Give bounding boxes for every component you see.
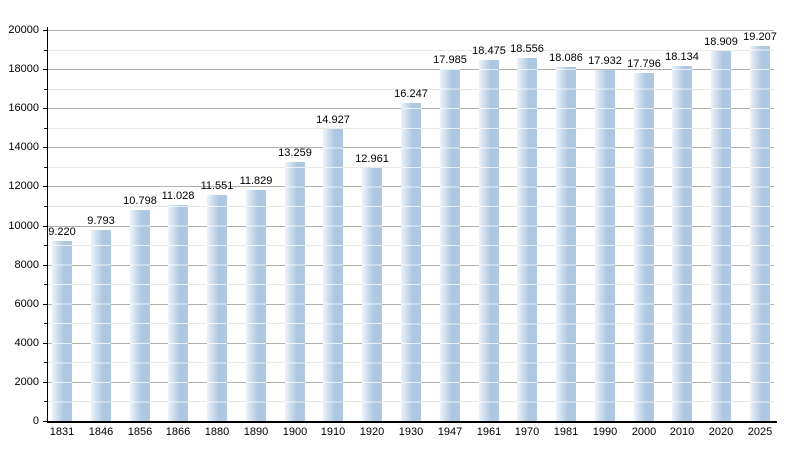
y-axis-tick bbox=[44, 128, 48, 129]
bar-value-label: 12.961 bbox=[355, 153, 389, 165]
bar-1910 bbox=[323, 129, 343, 421]
y-axis-tick bbox=[44, 323, 48, 324]
bar-2020 bbox=[711, 51, 731, 421]
plot-area: 9.220 1831 9.793 1846 10.798 1856 11.028 1866 11… bbox=[48, 30, 777, 438]
bar-2010 bbox=[672, 66, 692, 421]
bar-1866 bbox=[168, 205, 188, 421]
y-axis-label: 4000 bbox=[14, 337, 39, 349]
x-axis-label-1947: 1947 bbox=[437, 426, 463, 438]
bar-2000 bbox=[634, 73, 654, 421]
bar-1930 bbox=[401, 103, 421, 421]
y-axis-tick bbox=[43, 421, 48, 422]
bar-value-label: 18.475 bbox=[472, 45, 506, 57]
bar-1961 bbox=[479, 60, 499, 421]
bar-2025 bbox=[750, 46, 770, 421]
y-axis-line bbox=[47, 27, 48, 422]
y-axis-label: 16000 bbox=[8, 102, 39, 114]
y-axis-tick bbox=[43, 304, 48, 305]
bar-value-label: 16.247 bbox=[394, 88, 428, 100]
y-axis-tick bbox=[43, 226, 48, 227]
x-axis-label-2010: 2010 bbox=[669, 426, 695, 438]
bar-1990 bbox=[595, 70, 615, 421]
y-axis-label: 10000 bbox=[8, 220, 39, 232]
y-axis-tick bbox=[43, 147, 48, 148]
y-axis-label: 2000 bbox=[14, 376, 39, 388]
y-axis-tick bbox=[44, 89, 48, 90]
x-axis-label-1856: 1856 bbox=[127, 426, 153, 438]
bar-value-label: 14.927 bbox=[316, 114, 350, 126]
x-axis-label-1961: 1961 bbox=[476, 426, 502, 438]
y-gridline-major bbox=[48, 30, 774, 31]
y-axis-tick bbox=[44, 206, 48, 207]
x-axis-label-1990: 1990 bbox=[592, 426, 618, 438]
bar-value-label: 13.259 bbox=[278, 147, 312, 159]
x-axis-label-1846: 1846 bbox=[88, 426, 114, 438]
x-axis-label-1981: 1981 bbox=[553, 426, 579, 438]
bar-value-label: 9.793 bbox=[87, 215, 115, 227]
bar-value-label: 10.798 bbox=[123, 195, 157, 207]
bar-value-label: 9.220 bbox=[48, 226, 76, 238]
y-axis-label: 12000 bbox=[8, 180, 39, 192]
y-axis-tick bbox=[43, 69, 48, 70]
y-axis-tick bbox=[43, 108, 48, 109]
bar-value-label: 11.028 bbox=[161, 190, 195, 202]
x-axis-label-2020: 2020 bbox=[708, 426, 734, 438]
y-axis-label: 18000 bbox=[8, 63, 39, 75]
y-axis-tick bbox=[44, 167, 48, 168]
bar-1846 bbox=[91, 230, 111, 421]
bar-1890 bbox=[246, 190, 266, 421]
y-axis-tick bbox=[44, 401, 48, 402]
bar-value-label: 17.796 bbox=[627, 58, 661, 70]
y-axis-tick bbox=[43, 265, 48, 266]
bar-1831 bbox=[52, 241, 72, 421]
x-axis-label-1880: 1880 bbox=[204, 426, 230, 438]
y-axis: 0 2000 4000 6000 8000 10000 12000 14000 16000 180… bbox=[0, 24, 48, 427]
y-axis-tick bbox=[44, 362, 48, 363]
x-axis-label-2000: 2000 bbox=[631, 426, 657, 438]
bar-value-label: 18.086 bbox=[549, 52, 583, 64]
bar-value-label: 18.909 bbox=[704, 36, 738, 48]
bar-value-label: 18.134 bbox=[665, 51, 699, 63]
bar-value-label: 11.551 bbox=[200, 180, 234, 192]
bar-1856 bbox=[130, 210, 150, 421]
bar-1947 bbox=[440, 69, 460, 421]
bar-1920 bbox=[362, 168, 382, 421]
y-axis-label: 14000 bbox=[8, 141, 39, 153]
x-axis-label-1920: 1920 bbox=[359, 426, 385, 438]
y-axis-label: 0 bbox=[32, 415, 39, 427]
x-axis-label-1930: 1930 bbox=[398, 426, 424, 438]
y-axis-label: 6000 bbox=[14, 298, 39, 310]
bar-1880 bbox=[207, 195, 227, 421]
x-axis-label-1910: 1910 bbox=[320, 426, 346, 438]
x-axis-label-1970: 1970 bbox=[514, 426, 540, 438]
y-axis-tick bbox=[43, 382, 48, 383]
bar-value-label: 17.932 bbox=[588, 55, 622, 67]
y-axis-tick bbox=[43, 30, 48, 31]
y-axis-tick bbox=[44, 50, 48, 51]
bar-value-label: 17.985 bbox=[433, 54, 467, 66]
x-axis-label-2025: 2025 bbox=[747, 426, 773, 438]
bar-1970 bbox=[517, 58, 537, 421]
x-axis-label-1900: 1900 bbox=[282, 426, 308, 438]
y-axis-tick bbox=[44, 284, 48, 285]
y-axis-tick bbox=[44, 245, 48, 246]
bar-1981 bbox=[556, 67, 576, 421]
bar-value-label: 19.207 bbox=[743, 31, 777, 43]
y-gridline-minor bbox=[48, 89, 774, 90]
y-axis-label: 8000 bbox=[14, 259, 39, 271]
x-axis-line bbox=[47, 421, 777, 423]
y-gridline-minor bbox=[48, 50, 774, 51]
y-axis-label: 20000 bbox=[8, 24, 39, 36]
bar-value-label: 18.556 bbox=[510, 43, 544, 55]
y-gridline-major bbox=[48, 69, 774, 70]
x-axis-label-1866: 1866 bbox=[165, 426, 191, 438]
bar-value-label: 11.829 bbox=[239, 175, 273, 187]
y-axis-tick bbox=[43, 343, 48, 344]
x-axis-label-1890: 1890 bbox=[243, 426, 269, 438]
bar-1900 bbox=[285, 162, 305, 421]
x-axis-label-1831: 1831 bbox=[49, 426, 75, 438]
y-axis-tick bbox=[43, 186, 48, 187]
